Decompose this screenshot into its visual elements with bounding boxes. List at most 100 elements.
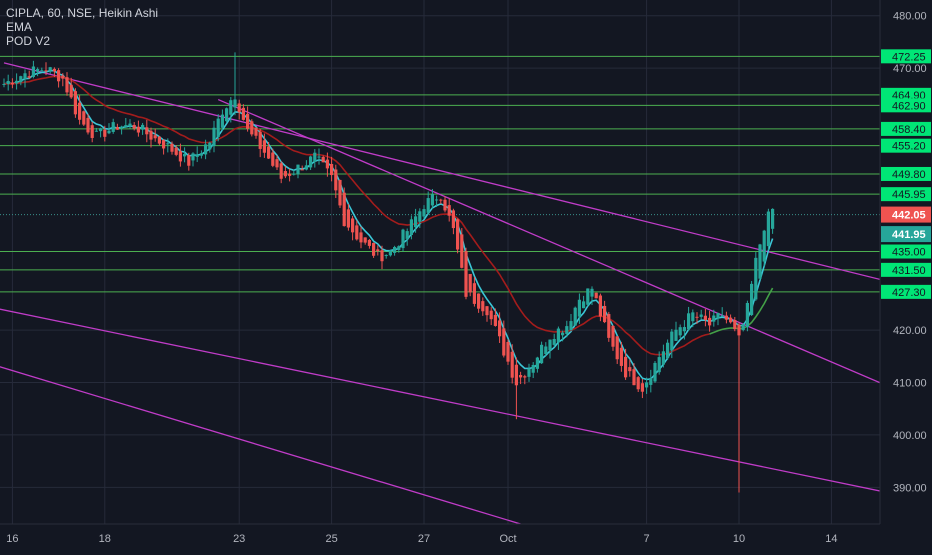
candle-body[interactable] (309, 156, 313, 168)
candle-body[interactable] (149, 130, 153, 140)
candle-body[interactable] (430, 194, 434, 206)
candle-body[interactable] (162, 140, 166, 149)
candle-body[interactable] (19, 76, 23, 83)
candle-body[interactable] (220, 114, 224, 128)
candle-body[interactable] (716, 313, 720, 319)
candle-body[interactable] (279, 163, 283, 179)
candle-body[interactable] (699, 314, 703, 317)
candle-body[interactable] (27, 76, 31, 78)
candle-body[interactable] (674, 329, 678, 341)
candle-body[interactable] (451, 210, 455, 229)
candle-body[interactable] (514, 364, 518, 386)
candle-body[interactable] (321, 156, 325, 163)
candle-body[interactable] (73, 91, 77, 115)
candle-body[interactable] (729, 317, 733, 323)
trendline[interactable] (0, 308, 903, 497)
candle-body[interactable] (468, 273, 472, 293)
candle-body[interactable] (40, 70, 44, 72)
candle-body[interactable] (393, 247, 397, 253)
candle-body[interactable] (2, 83, 6, 85)
candle-body[interactable] (766, 211, 770, 247)
candle-body[interactable] (733, 319, 737, 330)
level-price-tag[interactable] (881, 98, 931, 113)
candle-body[interactable] (342, 192, 346, 227)
candle-body[interactable] (388, 250, 392, 256)
candle-body[interactable] (657, 357, 661, 373)
candle-body[interactable] (178, 151, 182, 162)
candle-body[interactable] (111, 122, 115, 132)
candle-body[interactable] (57, 70, 61, 82)
candle-body[interactable] (216, 118, 220, 137)
candle-body[interactable] (48, 67, 52, 71)
candle-body[interactable] (569, 321, 573, 331)
candle-body[interactable] (758, 244, 762, 279)
candle-body[interactable] (317, 156, 321, 158)
candle-body[interactable] (754, 257, 758, 300)
candle-body[interactable] (183, 153, 187, 157)
candle-body[interactable] (191, 153, 195, 161)
candle-body[interactable] (632, 369, 636, 386)
candle-body[interactable] (103, 129, 107, 137)
current-price-tag[interactable] (881, 206, 931, 223)
candle-body[interactable] (741, 324, 745, 330)
candle-body[interactable] (552, 339, 556, 345)
candle-body[interactable] (666, 342, 670, 358)
candle-body[interactable] (187, 155, 191, 166)
candle-body[interactable] (254, 127, 258, 136)
candle-body[interactable] (640, 383, 644, 392)
candle-body[interactable] (498, 320, 502, 337)
candle-body[interactable] (212, 127, 216, 147)
candle-body[interactable] (10, 82, 14, 85)
candle-body[interactable] (397, 246, 401, 250)
level-price-tag[interactable] (881, 49, 931, 64)
candle-body[interactable] (351, 218, 355, 233)
candle-body[interactable] (208, 142, 212, 150)
candle-body[interactable] (493, 314, 497, 326)
candle-body[interactable] (447, 205, 451, 216)
candle-body[interactable] (330, 164, 334, 176)
level-price-tag[interactable] (881, 244, 931, 259)
candle-body[interactable] (52, 68, 56, 72)
candle-body[interactable] (237, 103, 241, 113)
candle-body[interactable] (99, 128, 103, 132)
candle-body[interactable] (708, 317, 712, 326)
candle-body[interactable] (313, 152, 317, 162)
candle-body[interactable] (682, 327, 686, 332)
candle-body[interactable] (233, 99, 237, 108)
candle-body[interactable] (380, 250, 384, 262)
candle-body[interactable] (355, 225, 359, 240)
candle-body[interactable] (241, 107, 245, 120)
trendline[interactable] (0, 366, 521, 525)
candle-body[interactable] (414, 216, 418, 228)
candle-body[interactable] (556, 328, 560, 342)
candle-body[interactable] (762, 230, 766, 262)
candle-body[interactable] (661, 351, 665, 365)
level-price-tag[interactable] (881, 284, 931, 299)
candle-body[interactable] (577, 299, 581, 317)
level-price-tag[interactable] (881, 138, 931, 153)
candle-body[interactable] (624, 356, 628, 378)
candle-body[interactable] (288, 173, 292, 176)
candle-body[interactable] (275, 159, 279, 168)
candle-body[interactable] (174, 147, 178, 155)
candle-body[interactable] (649, 377, 653, 385)
candle-body[interactable] (481, 301, 485, 312)
candle-body[interactable] (598, 295, 602, 317)
candle-body[interactable] (607, 314, 611, 338)
candle-body[interactable] (611, 325, 615, 347)
candle-body[interactable] (687, 313, 691, 330)
candle-body[interactable] (745, 302, 749, 328)
level-price-tag[interactable] (881, 262, 931, 277)
candle-body[interactable] (426, 198, 430, 213)
candle-body[interactable] (691, 312, 695, 322)
candle-body[interactable] (506, 341, 510, 362)
candle-body[interactable] (36, 69, 40, 72)
candle-body[interactable] (531, 364, 535, 373)
candle-body[interactable] (90, 125, 94, 138)
candle-body[interactable] (485, 306, 489, 316)
candle-body[interactable] (23, 73, 27, 80)
candle-body[interactable] (204, 144, 208, 155)
level-price-tag[interactable] (881, 121, 931, 136)
candle-body[interactable] (653, 362, 657, 382)
candle-body[interactable] (561, 332, 565, 336)
